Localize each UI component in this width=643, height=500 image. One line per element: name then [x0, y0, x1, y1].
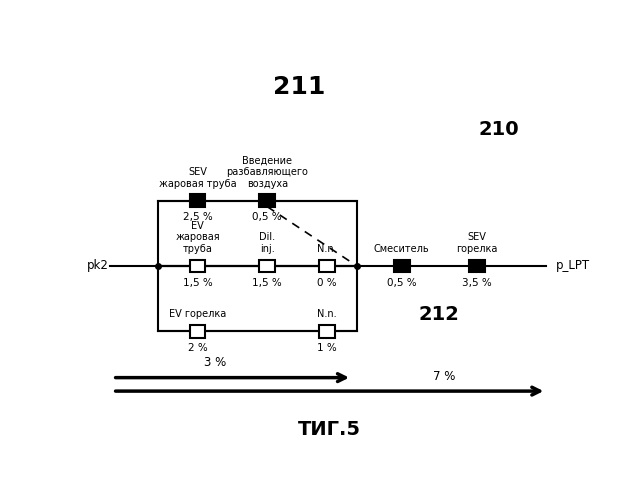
Text: 210: 210: [478, 120, 520, 139]
Text: 1 %: 1 %: [317, 344, 337, 353]
Text: Смеситель: Смеситель: [374, 244, 430, 254]
Text: EV горелка: EV горелка: [169, 310, 226, 320]
Bar: [469, 260, 485, 272]
Text: 3 %: 3 %: [204, 356, 226, 369]
Text: 2,5 %: 2,5 %: [183, 212, 212, 222]
Text: ΤИГ.5: ΤИГ.5: [298, 420, 361, 439]
Text: p_LPT: p_LPT: [556, 260, 590, 272]
Text: 3,5 %: 3,5 %: [462, 278, 491, 288]
Text: SEV
жаровая труба: SEV жаровая труба: [159, 167, 236, 188]
Bar: [394, 260, 410, 272]
Text: Dil.
inj.: Dil. inj.: [259, 232, 275, 254]
Text: 0,5 %: 0,5 %: [387, 278, 417, 288]
Text: pk2: pk2: [87, 260, 109, 272]
Bar: [190, 326, 206, 338]
Text: Введение
разбавляющего
воздуха: Введение разбавляющего воздуха: [226, 156, 308, 188]
Bar: [319, 326, 335, 338]
Bar: [190, 260, 206, 272]
Text: 211: 211: [273, 75, 326, 99]
Text: 212: 212: [419, 304, 460, 324]
Bar: [319, 260, 335, 272]
Bar: [259, 194, 275, 206]
Text: 1,5 %: 1,5 %: [183, 278, 212, 288]
Text: N.n.: N.n.: [317, 244, 337, 254]
Text: 7 %: 7 %: [433, 370, 455, 382]
Text: N.n.: N.n.: [317, 310, 337, 320]
Bar: [190, 194, 206, 206]
Text: 1,5 %: 1,5 %: [252, 278, 282, 288]
Text: EV
жаровая
труба: EV жаровая труба: [175, 221, 220, 254]
Text: 2 %: 2 %: [188, 344, 207, 353]
Bar: [158, 266, 357, 332]
Text: 0 %: 0 %: [317, 278, 337, 288]
Text: SEV
горелка: SEV горелка: [456, 232, 497, 254]
Text: 0,5 %: 0,5 %: [253, 212, 282, 222]
Bar: [259, 260, 275, 272]
Bar: [158, 200, 357, 266]
